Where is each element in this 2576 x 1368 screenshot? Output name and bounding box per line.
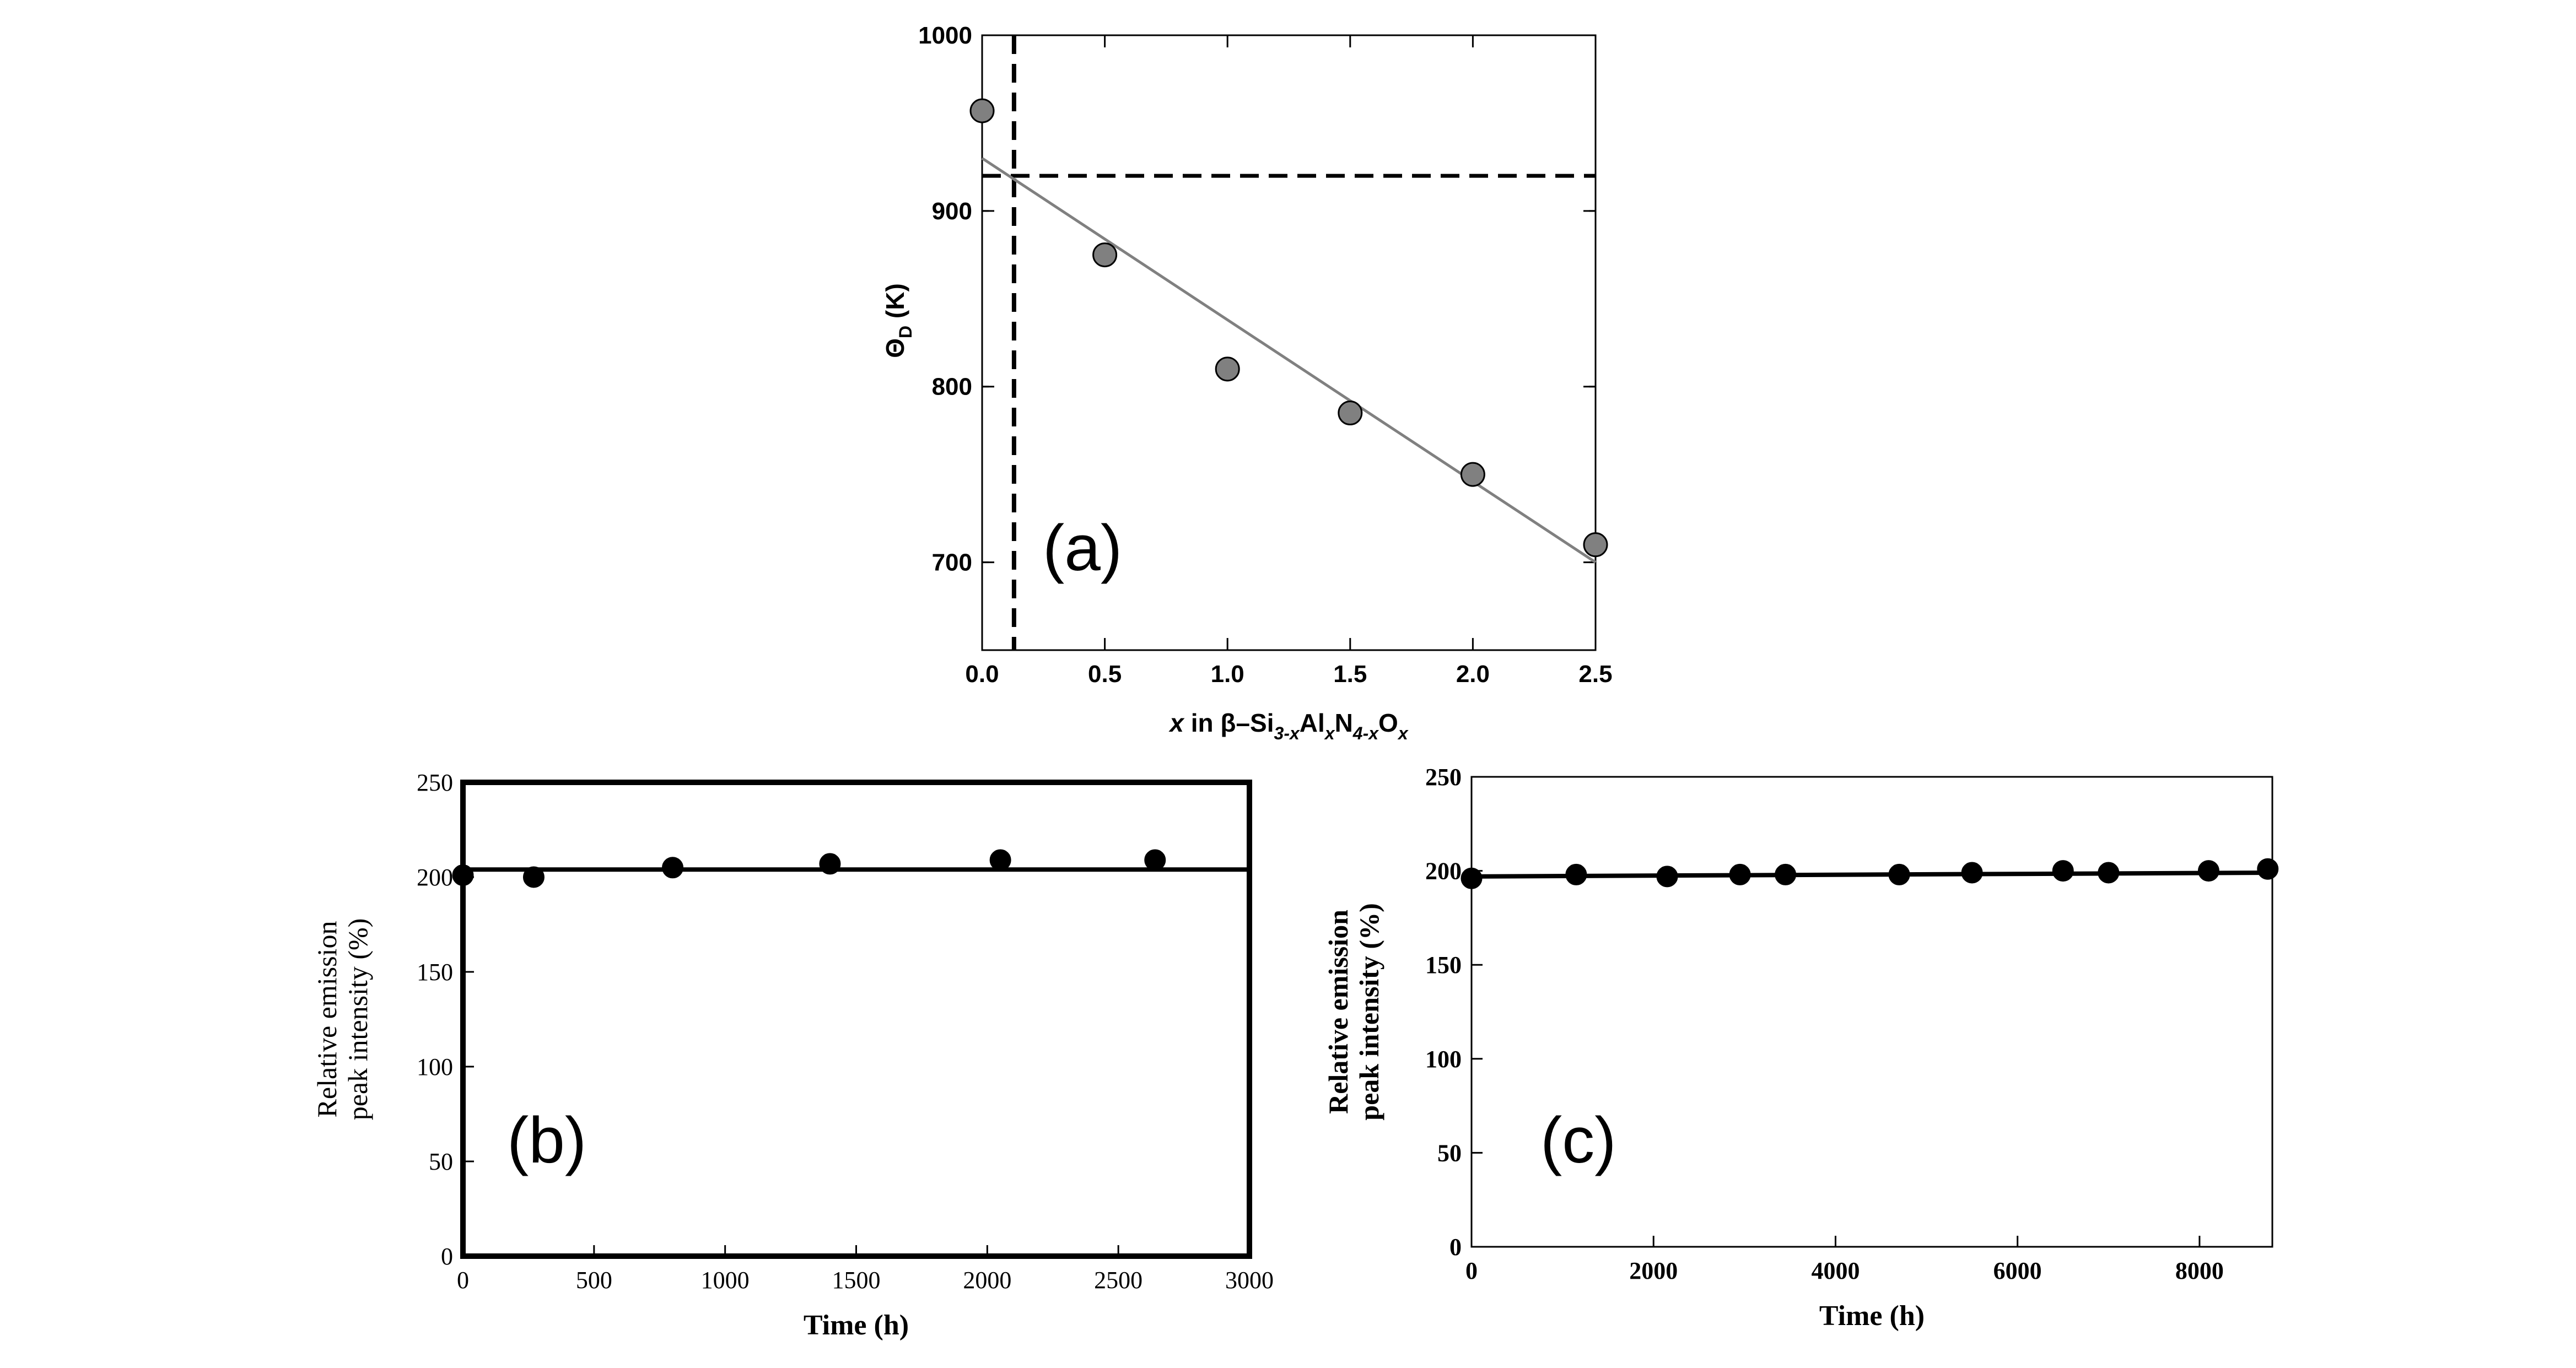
x-tick-label-c-3: 6000 [1993,1257,2042,1284]
data-point-c-7 [2052,860,2074,882]
y-axis-label-b-line-0: Relative emission [311,921,342,1118]
x-axis-label-part-4: x [1324,723,1335,743]
x-tick-label-c-1: 2000 [1629,1257,1678,1284]
y-tick-label-c-5: 250 [1425,764,1462,791]
chart-panel-c: 0 2000 4000 6000 8000 0 50 100 150 200 250 (c) Relat… [1323,764,2279,1332]
x-tick-label-b-5: 2500 [1094,1267,1143,1294]
x-tick-label-a-4: 2.0 [1456,661,1490,688]
data-point-c-3 [1729,863,1751,885]
y-axis-label-symbol: Θ [881,338,909,358]
data-point-b-2 [662,857,684,879]
y-tick-label-b-3: 150 [417,959,453,986]
data-point-b-0 [452,864,474,886]
data-point-a-5 [1583,532,1608,558]
y-tick-label-c-4: 200 [1425,858,1462,885]
x-axis-label-b: Time (h) [804,1310,909,1341]
data-point-c-8 [2098,862,2120,884]
data-point-b-3 [819,853,841,875]
x-tick-label-a-5: 2.5 [1578,661,1612,688]
data-point-a-3 [1338,401,1363,426]
plot-frame-a [981,34,1597,651]
x-axis-label-part-5: N [1335,709,1353,737]
x-axis-label-part-8: x [1397,723,1409,743]
y-axis-label-sub: D [896,326,915,338]
y-tick-label-c-3: 150 [1425,951,1462,978]
data-point-c-9 [2197,860,2219,882]
data-point-c-6 [1961,862,1983,884]
y-tick-label-a-0: 700 [932,549,972,576]
x-tick-label-b-4: 2000 [963,1267,1011,1294]
x-tick-label-a-1: 0.5 [1088,661,1122,688]
panel-label-b: (b) [507,1104,586,1177]
x-axis-label-part-0: x [1168,709,1185,737]
data-point-c-1 [1565,863,1587,885]
x-axis-label-a: x in β–Si3-xAlxN4-xOx [1168,709,1408,743]
y-tick-label-a-3: 1000 [918,22,972,49]
y-axis-label-c-line-0: Relative emission [1323,910,1354,1114]
fit-line-c [1471,870,2273,879]
y-tick-label-b-0: 0 [441,1243,453,1270]
x-tick-label-b-0: 0 [457,1267,469,1294]
y-tick-label-a-1: 800 [932,374,972,401]
x-axis-label-part-7: O [1378,709,1398,737]
data-point-a-4 [1460,462,1485,487]
data-point-a-0 [969,98,995,123]
x-tick-label-b-3: 1500 [832,1267,881,1294]
data-point-c-0 [1461,867,1483,889]
x-axis-label-part-3: Al [1300,709,1325,737]
x-axis-label-c: Time (h) [1819,1300,1925,1332]
y-axis-label-b-line-1: peak intensity (%) [342,918,373,1121]
y-tick-label-c-0: 0 [1449,1234,1462,1261]
data-point-a-2 [1215,356,1240,382]
x-tick-label-c-2: 4000 [1811,1257,1860,1284]
data-point-c-5 [1888,863,1910,885]
plot-frame-c [1470,776,2273,1248]
fit-line-a [981,157,1597,564]
y-tick-label-b-2: 100 [417,1053,453,1080]
x-axis-label-part-2: 3-x [1274,723,1300,743]
y-tick-label-c-2: 100 [1425,1046,1462,1073]
data-point-c-10 [2257,858,2279,880]
y-tick-label-b-1: 50 [429,1148,453,1175]
y-axis-label-c-line-1: peak intensity (%) [1354,903,1384,1120]
x-tick-label-b-2: 1000 [701,1267,750,1294]
panel-label-c: (c) [1540,1104,1616,1177]
chart-panel-b: 0 500 1000 1500 2000 2500 3000 0 50 100 150 200 250 (… [311,769,1274,1341]
data-point-c-2 [1656,866,1678,888]
x-tick-label-c-4: 8000 [2175,1257,2224,1284]
x-axis-label-part-1: in β–Si [1184,709,1274,737]
data-point-b-4 [989,849,1011,871]
y-tick-label-b-4: 200 [417,864,453,891]
x-axis-label-part-6: 4-x [1352,723,1379,743]
y-tick-label-a-2: 900 [932,198,972,225]
data-point-b-5 [1144,849,1166,871]
data-point-b-1 [522,866,545,888]
panel-label-a: (a) [1043,512,1122,585]
data-point-a-1 [1092,242,1118,268]
chart-panel-a: 0.0 0.5 1.0 1.5 2.0 2.5 700 800 900 1000 (a) ΘD (K)… [881,22,1613,743]
data-point-c-4 [1775,863,1797,885]
y-axis-label-unit: (K) [881,283,909,326]
x-tick-label-b-6: 3000 [1225,1267,1274,1294]
y-tick-label-c-1: 50 [1437,1139,1462,1166]
x-tick-label-a-3: 1.5 [1333,661,1367,688]
y-tick-label-b-5: 250 [417,769,453,796]
y-axis-label-a: ΘD (K) [881,283,915,358]
x-tick-label-b-1: 500 [576,1267,612,1294]
x-tick-label-a-2: 1.0 [1211,661,1244,688]
x-tick-label-a-0: 0.0 [965,661,999,688]
x-tick-label-c-0: 0 [1465,1257,1478,1284]
